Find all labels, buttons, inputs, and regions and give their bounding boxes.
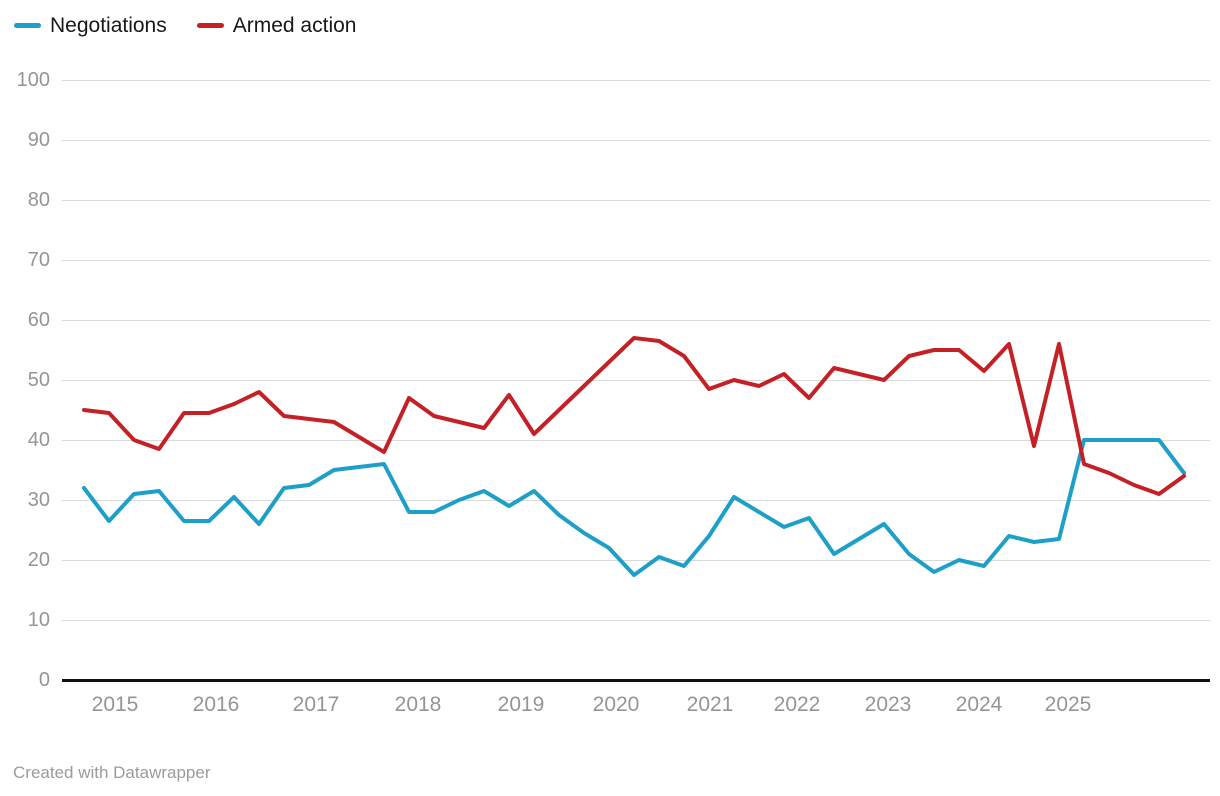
x-tick-label: 2022 [773, 693, 821, 716]
datawrapper-attribution: Created with Datawrapper [13, 763, 211, 782]
armed-action-line-swatch-icon [196, 22, 224, 28]
y-tick-label: 60 [27, 309, 50, 331]
x-tick-label: 2025 [1044, 693, 1092, 716]
legend-label: Armed action [232, 14, 357, 37]
y-tick-label: 80 [27, 189, 50, 211]
legend-item-negotiations: Negotiations [14, 14, 167, 36]
y-tick-label: 90 [27, 129, 50, 151]
series-line-armed-action [82, 336, 1186, 496]
x-tick-label: 2015 [91, 693, 139, 716]
y-tick-label: 20 [27, 549, 50, 571]
legend-label: Negotiations [50, 14, 167, 37]
x-tick-label: 2024 [955, 693, 1003, 716]
y-tick-label: 50 [27, 369, 50, 391]
series-line-negotiations [82, 438, 1186, 577]
y-tick-label: 30 [27, 489, 50, 511]
legend: Negotiations Armed action [14, 14, 356, 36]
x-tick-label: 2019 [497, 693, 545, 716]
y-tick-label: 10 [27, 609, 50, 631]
y-tick-label: 0 [38, 669, 50, 691]
negotiations-line-swatch-icon [14, 22, 41, 28]
x-tick-label: 2021 [686, 693, 734, 716]
x-tick-label: 2016 [192, 693, 240, 716]
x-tick-label: 2018 [394, 693, 442, 716]
y-tick-label: 100 [16, 69, 50, 91]
legend-item-armed-action: Armed action [196, 14, 357, 37]
x-tick-label: 2020 [592, 693, 640, 716]
y-tick-label: 70 [27, 249, 50, 271]
x-tick-label: 2023 [864, 693, 912, 716]
y-tick-label: 40 [27, 429, 50, 451]
x-tick-label: 2017 [292, 693, 340, 716]
